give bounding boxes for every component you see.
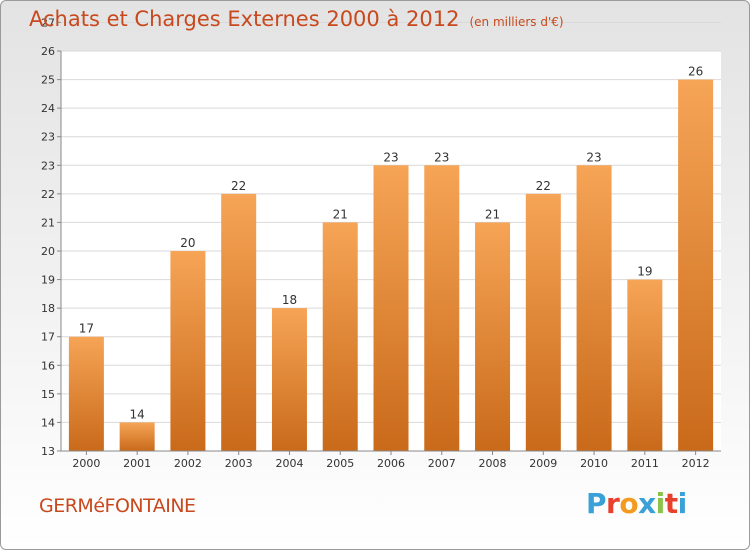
- x-tick-label: 2010: [580, 457, 608, 470]
- y-tick-label: 21: [41, 216, 55, 229]
- y-tick-label: 23: [41, 159, 55, 172]
- data-label: 21: [485, 207, 500, 221]
- data-label: 22: [536, 179, 551, 193]
- logo-letter: i: [677, 487, 688, 520]
- x-tick-label: 2012: [682, 457, 710, 470]
- title-text: Achats et Charges Externes 2000 à 2012: [29, 7, 460, 31]
- bar: [170, 251, 206, 451]
- data-label: 23: [434, 150, 449, 164]
- logo-letter: x: [638, 487, 656, 520]
- data-label: 19: [637, 265, 652, 279]
- y-tick-label: 27: [41, 16, 55, 29]
- logo-letter: i: [655, 487, 666, 520]
- x-tick-label: 2001: [123, 457, 151, 470]
- logo-letter: o: [619, 487, 639, 520]
- data-label: 18: [282, 293, 297, 307]
- y-tick-label: 25: [41, 74, 55, 87]
- bar: [373, 165, 409, 452]
- data-label: 14: [130, 407, 145, 421]
- bar: [271, 308, 307, 451]
- x-tick-label: 2003: [225, 457, 253, 470]
- y-tick-label: 24: [41, 102, 55, 115]
- bar: [627, 279, 663, 451]
- place-name: GERMéFONTAINE: [39, 495, 196, 517]
- data-label: 26: [688, 65, 703, 79]
- data-label: 22: [231, 179, 246, 193]
- logo-letter: r: [606, 487, 620, 520]
- bar: [576, 165, 612, 452]
- data-label: 23: [586, 150, 601, 164]
- y-tick-label: 13: [41, 445, 55, 458]
- bar: [424, 165, 460, 452]
- y-tick-label: 14: [41, 416, 55, 429]
- y-tick-label: 18: [41, 302, 55, 315]
- x-tick-label: 2002: [174, 457, 202, 470]
- proxiti-logo: Proxiti: [586, 487, 687, 520]
- data-label: 20: [180, 236, 195, 250]
- logo-letter: t: [664, 487, 678, 520]
- chart-title: Achats et Charges Externes 2000 à 2012 (e…: [29, 7, 564, 31]
- x-tick-label: 2005: [326, 457, 354, 470]
- bar: [221, 193, 257, 451]
- x-tick-label: 2007: [428, 457, 456, 470]
- unit-label: (en milliers d'€): [469, 15, 564, 29]
- x-tick-label: 2011: [631, 457, 659, 470]
- y-tick-label: 26: [41, 45, 55, 58]
- x-tick-label: 2004: [275, 457, 303, 470]
- x-tick-label: 2000: [72, 457, 100, 470]
- y-tick-label: 20: [41, 245, 55, 258]
- data-label: 23: [383, 150, 398, 164]
- x-tick-label: 2006: [377, 457, 405, 470]
- bar: [475, 222, 511, 451]
- y-tick-label: 16: [41, 359, 55, 372]
- logo-letter: P: [586, 487, 607, 520]
- y-tick-label: 23: [41, 131, 55, 144]
- x-tick-label: 2008: [479, 457, 507, 470]
- bar: [525, 193, 561, 451]
- y-tick-label: 22: [41, 188, 55, 201]
- bar: [119, 422, 155, 451]
- bar: [678, 79, 714, 452]
- y-tick-label: 17: [41, 331, 55, 344]
- data-label: 17: [79, 322, 94, 336]
- y-tick-label: 15: [41, 388, 55, 401]
- bar: [68, 336, 104, 451]
- data-label: 21: [333, 207, 348, 221]
- x-tick-label: 2009: [529, 457, 557, 470]
- y-tick-label: 19: [41, 274, 55, 287]
- bar: [322, 222, 358, 451]
